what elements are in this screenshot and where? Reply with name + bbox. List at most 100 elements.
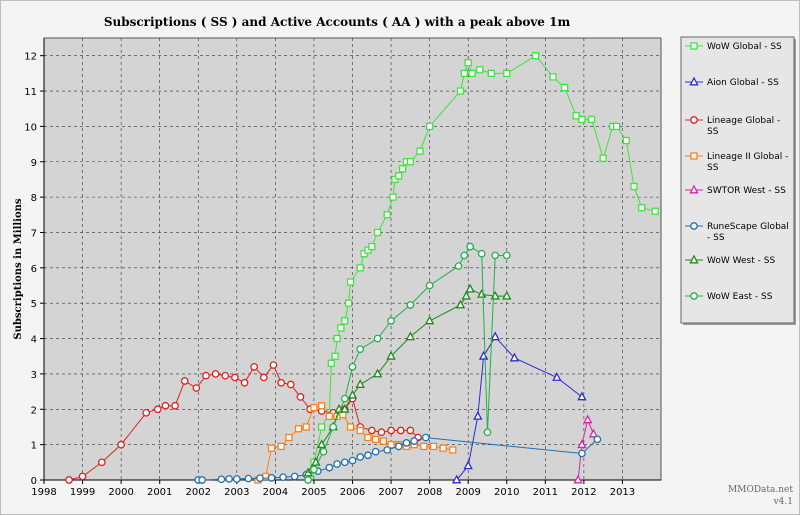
- data-point: [410, 437, 419, 445]
- data-point: [387, 317, 395, 325]
- data-point: [503, 69, 511, 78]
- data-point: [372, 368, 383, 378]
- data-point: [420, 442, 428, 451]
- data-point: [622, 136, 630, 145]
- data-point: [456, 87, 465, 95]
- data-point: [333, 334, 341, 343]
- legend-marker: [689, 254, 699, 264]
- legend-label: Lineage Global -SS: [707, 116, 780, 137]
- data-point: [502, 290, 512, 300]
- x-tick-label: 2012: [571, 487, 596, 498]
- data-point: [583, 414, 593, 424]
- data-point: [153, 405, 162, 414]
- credit-version: v4.1: [773, 497, 793, 507]
- data-point: [464, 59, 472, 67]
- data-point: [588, 428, 599, 438]
- data-point: [473, 410, 483, 420]
- data-point: [97, 458, 106, 467]
- legend-item: Lineage Global -SS: [685, 116, 780, 137]
- data-point: [483, 428, 492, 437]
- y-tick-label: 11: [24, 87, 37, 98]
- data-point: [379, 437, 388, 445]
- y-tick-label: 4: [31, 335, 37, 346]
- data-point: [455, 299, 466, 309]
- data-point: [395, 172, 403, 180]
- legend-item: WoW Global - SS: [685, 42, 782, 52]
- y-tick-label: 0: [31, 476, 37, 487]
- data-point: [356, 345, 365, 354]
- data-point: [460, 251, 469, 260]
- x-tick-label: 2008: [417, 487, 442, 498]
- data-point: [356, 453, 365, 461]
- data-point: [347, 389, 358, 399]
- data-point: [202, 371, 210, 380]
- data-point: [461, 290, 471, 300]
- x-tick-label: 2004: [263, 487, 288, 498]
- data-point: [277, 378, 286, 387]
- data-point: [329, 423, 338, 431]
- data-point: [502, 251, 511, 260]
- data-point: [142, 408, 151, 417]
- data-point: [406, 158, 414, 166]
- y-tick-label: 8: [31, 193, 37, 204]
- data-point: [613, 122, 621, 131]
- data-point: [192, 384, 201, 392]
- legend-item: Aion Global - SS: [685, 76, 779, 88]
- data-point: [364, 451, 372, 460]
- series-line: [456, 335, 583, 481]
- data-point: [406, 426, 415, 435]
- data-point: [477, 249, 486, 258]
- data-point: [578, 115, 586, 123]
- data-point: [405, 331, 416, 341]
- x-tick-label: 1998: [31, 487, 56, 498]
- data-point: [65, 476, 73, 484]
- data-point: [344, 299, 353, 307]
- x-tick-label: 2007: [378, 487, 403, 498]
- data-point: [371, 447, 380, 456]
- data-point: [638, 204, 646, 212]
- x-tick-label: 2009: [455, 487, 480, 498]
- series-1: [451, 331, 587, 484]
- data-point: [451, 474, 462, 484]
- data-point: [340, 403, 350, 413]
- data-point: [460, 69, 468, 78]
- data-point: [296, 393, 305, 401]
- data-point: [310, 403, 318, 412]
- data-point: [532, 52, 540, 60]
- legend-marker: [689, 184, 699, 194]
- data-point: [367, 426, 376, 435]
- data-point: [161, 401, 170, 410]
- y-tick-label: 9: [31, 158, 37, 169]
- x-tick-label: 2006: [340, 487, 365, 498]
- data-point: [302, 423, 310, 431]
- legend-item: WoW East - SS: [685, 292, 773, 302]
- legend-item: WoW West - SS: [685, 254, 775, 266]
- legend-label: SWTOR West - SS: [707, 186, 786, 196]
- x-tick-label: 2001: [147, 487, 172, 498]
- data-point: [577, 391, 587, 401]
- data-point: [286, 380, 295, 389]
- y-tick-label: 6: [31, 264, 37, 275]
- series-4: [573, 414, 599, 484]
- data-point: [225, 475, 233, 483]
- data-point: [250, 362, 259, 371]
- legend-label: WoW West - SS: [707, 256, 775, 266]
- data-point: [439, 444, 447, 452]
- x-tick-label: 2000: [108, 487, 133, 498]
- x-tick-label: 1999: [70, 487, 95, 498]
- data-point: [468, 69, 476, 78]
- data-point: [630, 182, 638, 191]
- legend-label: RuneScape Global - SS: [707, 222, 789, 243]
- data-point: [256, 474, 264, 483]
- data-point: [560, 83, 569, 92]
- data-point: [449, 446, 457, 454]
- data-point: [389, 193, 397, 201]
- data-point: [279, 473, 287, 482]
- legend-box: [680, 36, 795, 324]
- data-point: [387, 426, 395, 435]
- y-tick-label: 2: [31, 405, 37, 416]
- legend-marker: [690, 152, 698, 160]
- x-tick-label: 2010: [494, 487, 519, 498]
- data-point: [578, 449, 586, 458]
